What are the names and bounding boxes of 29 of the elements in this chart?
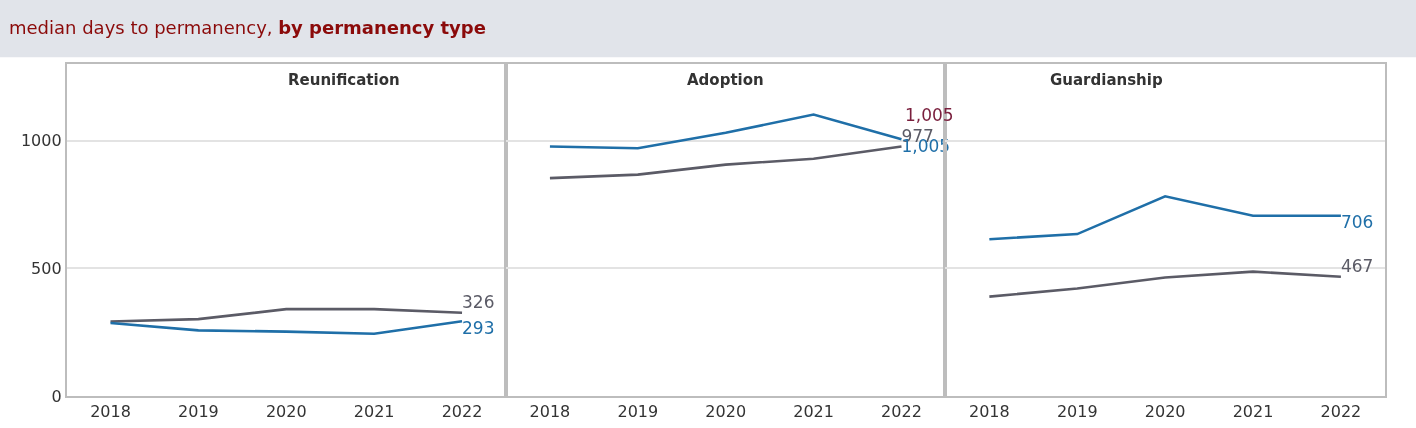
x-tick-label: 2022 <box>881 401 922 421</box>
x-tick-label: 2021 <box>353 401 395 421</box>
chart-title: median days to permanency, by permanency type <box>9 17 486 38</box>
x-tick-label: 2018 <box>529 401 571 421</box>
x-tick-label: 2021 <box>793 401 834 421</box>
x-tick-label: 2022 <box>441 401 483 421</box>
data-label: 467 <box>1340 256 1374 277</box>
text: Reunification <box>288 71 400 89</box>
x-tick-label: 2022 <box>1320 401 1362 421</box>
line-series <box>109 319 464 335</box>
line-series <box>109 307 464 323</box>
data-label: 706 <box>1340 212 1374 233</box>
x-tick-label: 2020 <box>1144 401 1186 421</box>
data-label: 326 <box>462 292 495 313</box>
x-tick-label: 2020 <box>705 401 747 421</box>
y-tick-label: 1000 <box>20 131 62 151</box>
text: Guardianship <box>1050 71 1163 89</box>
data-label: 293 <box>462 317 495 338</box>
y-tick-label: 0 <box>51 386 62 406</box>
y-tick-label: 500 <box>31 258 62 278</box>
annotation: 1,005 <box>905 105 954 125</box>
x-tick-label: 2019 <box>1056 401 1098 421</box>
text: Adoption <box>687 71 764 89</box>
x-tick-label: 2020 <box>265 401 307 421</box>
x-tick-label: 2018 <box>90 401 131 421</box>
x-tick-label: 2021 <box>1232 401 1274 421</box>
x-tick-label: 2019 <box>178 401 219 421</box>
x-tick-label: 2018 <box>969 401 1010 421</box>
x-tick-label: 2019 <box>617 401 659 421</box>
